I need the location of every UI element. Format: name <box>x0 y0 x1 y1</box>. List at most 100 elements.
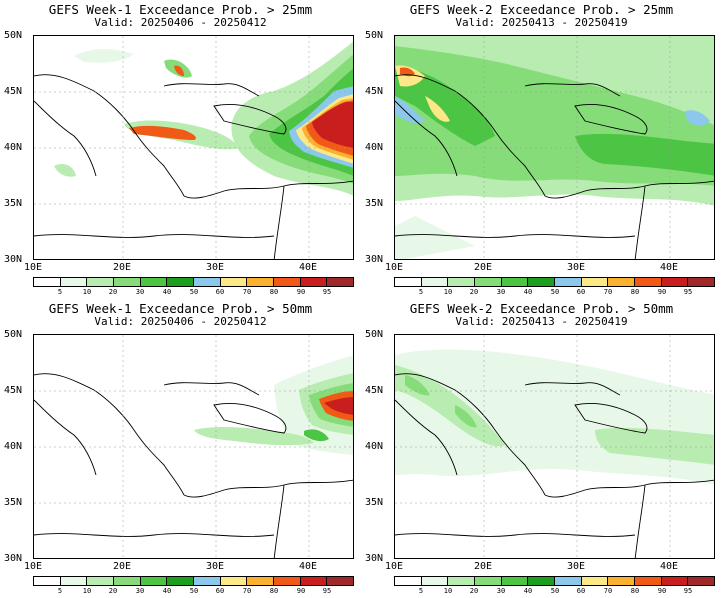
colorbar-label: 10 <box>82 587 92 595</box>
lat-label: 50N <box>4 329 23 340</box>
colorbar-label: 50 <box>550 288 560 296</box>
colorbar-label: 70 <box>603 587 613 595</box>
colorbar-label: 50 <box>189 288 199 296</box>
colorbar-swatch <box>635 278 662 286</box>
colorbar-swatch <box>501 278 529 286</box>
panel-week1-25mm: GEFS Week-1 Exceedance Prob. > 25mm Vali… <box>0 0 361 299</box>
colorbar-swatch <box>87 278 115 286</box>
colorbar-swatch <box>475 278 502 286</box>
colorbar-label: 60 <box>215 288 225 296</box>
colorbar-swatch <box>247 577 275 585</box>
lat-label: 50N <box>365 329 384 340</box>
lon-label: 20E <box>473 561 493 572</box>
colorbar-label: 95 <box>322 288 332 296</box>
gridlines <box>395 335 714 558</box>
colorbar-swatch <box>528 577 556 585</box>
colorbar-label: 30 <box>496 587 506 595</box>
colorbar-label: 30 <box>135 288 145 296</box>
coastlines <box>34 74 353 259</box>
colorbar-swatch <box>327 278 354 286</box>
lon-label: 10E <box>23 262 43 273</box>
colorbar-label: 10 <box>443 587 453 595</box>
colorbar-swatch <box>448 278 476 286</box>
colorbar-swatch <box>501 577 529 585</box>
colorbar-swatch <box>661 278 689 286</box>
colorbar-label: 90 <box>296 288 306 296</box>
panel-week2-50mm: GEFS Week-2 Exceedance Prob. > 50mm Vali… <box>361 299 722 598</box>
colorbar-swatch <box>661 577 689 585</box>
panel-title: GEFS Week-2 Exceedance Prob. > 25mm <box>409 2 674 17</box>
lat-label: 50N <box>365 30 384 41</box>
probability-fill <box>395 349 714 485</box>
colorbar-swatch <box>608 278 636 286</box>
colorbar-label: 80 <box>269 587 279 595</box>
colorbar-swatch <box>528 278 556 286</box>
lat-label: 35N <box>4 198 23 209</box>
coastlines <box>395 74 714 259</box>
lat-label: 45N <box>4 385 23 396</box>
valid-period: Valid: 20250406 - 20250412 <box>94 315 267 328</box>
colorbar-swatch <box>60 577 88 585</box>
colorbar-label: 10 <box>82 288 92 296</box>
colorbar-label: 60 <box>215 587 225 595</box>
colorbar-label: 20 <box>469 288 479 296</box>
lon-label: 30E <box>205 262 225 273</box>
colorbar-label: 20 <box>108 288 118 296</box>
colorbar-label: 90 <box>657 288 667 296</box>
lat-label: 35N <box>365 198 384 209</box>
colorbar-label: 40 <box>523 587 533 595</box>
lat-label: 40N <box>4 441 23 452</box>
panel-title: GEFS Week-1 Exceedance Prob. > 25mm <box>48 2 313 17</box>
colorbar-swatch <box>300 577 328 585</box>
lat-label: 40N <box>365 441 384 452</box>
colorbar-label: 70 <box>603 288 613 296</box>
colorbar <box>394 576 715 586</box>
gridlines <box>34 36 353 259</box>
panel-title: GEFS Week-2 Exceedance Prob. > 50mm <box>409 301 674 316</box>
colorbar-swatch <box>114 278 141 286</box>
colorbar-swatch <box>194 278 221 286</box>
colorbar-swatch <box>555 278 582 286</box>
lat-label: 45N <box>4 86 23 97</box>
lat-label: 35N <box>4 497 23 508</box>
colorbar-label: 70 <box>242 587 252 595</box>
probability-map <box>33 334 354 559</box>
colorbar-label: 30 <box>496 288 506 296</box>
probability-fill <box>54 41 353 196</box>
lat-label: 30N <box>365 254 384 265</box>
panel-title: GEFS Week-1 Exceedance Prob. > 50mm <box>48 301 313 316</box>
colorbar-swatch <box>167 577 195 585</box>
lon-label: 10E <box>384 262 404 273</box>
colorbar <box>394 277 715 287</box>
colorbar-swatch <box>395 577 422 585</box>
lon-label: 30E <box>205 561 225 572</box>
colorbar-swatch <box>87 577 115 585</box>
colorbar-swatch <box>34 577 61 585</box>
colorbar-label: 60 <box>576 288 586 296</box>
colorbar-label: 80 <box>269 288 279 296</box>
colorbar-label: 20 <box>469 587 479 595</box>
colorbar-label: 90 <box>296 587 306 595</box>
colorbar-swatch <box>167 278 195 286</box>
colorbar-label: 40 <box>523 288 533 296</box>
colorbar-swatch <box>608 577 636 585</box>
colorbar-label: 5 <box>418 288 424 296</box>
colorbar-swatch <box>421 577 449 585</box>
lon-label: 30E <box>566 561 586 572</box>
colorbar-label: 80 <box>630 587 640 595</box>
lat-label: 40N <box>365 142 384 153</box>
colorbar-label: 50 <box>189 587 199 595</box>
colorbar-label: 20 <box>108 587 118 595</box>
lon-label: 40E <box>298 561 318 572</box>
colorbar-swatch <box>140 278 168 286</box>
colorbar-label: 95 <box>683 288 693 296</box>
colorbar-swatch <box>327 577 354 585</box>
colorbar-label: 60 <box>576 587 586 595</box>
lon-label: 20E <box>112 262 132 273</box>
lat-label: 30N <box>365 553 384 564</box>
colorbar-swatch <box>274 278 301 286</box>
lat-label: 50N <box>4 30 23 41</box>
colorbar-label: 30 <box>135 587 145 595</box>
colorbar-label: 5 <box>57 587 63 595</box>
coastlines <box>34 373 353 558</box>
